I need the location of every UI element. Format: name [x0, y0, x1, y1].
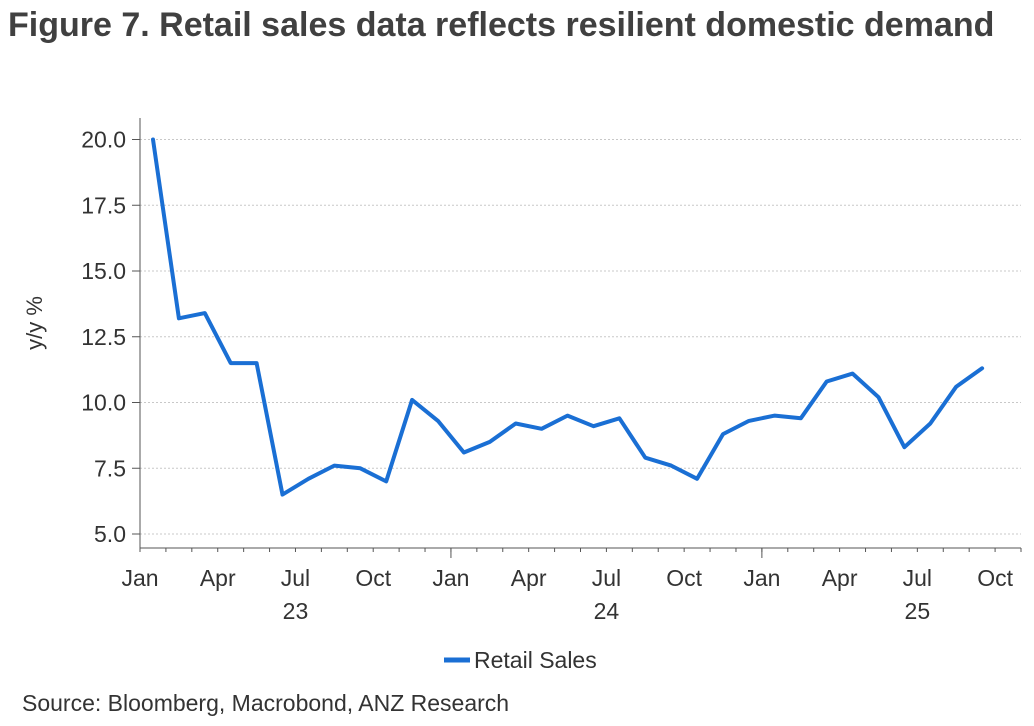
series — [151, 137, 985, 497]
y-tick-label: 12.5 — [81, 324, 126, 350]
y-axis-label: y/y % — [22, 296, 47, 350]
y-tick-label: 10.0 — [81, 390, 126, 416]
chart-title: Figure 7. Retail sales data reflects res… — [8, 6, 995, 44]
x-tick-label: Apr — [200, 565, 236, 591]
x-tick-label: Jul — [903, 565, 932, 591]
x-year-label: 23 — [283, 598, 309, 624]
y-tick-label: 20.0 — [81, 127, 126, 153]
x-tick-label: Oct — [977, 565, 1013, 591]
legend: Retail Sales — [444, 647, 597, 673]
y-tick-label: 7.5 — [94, 455, 126, 481]
x-tick-label: Jan — [121, 565, 158, 591]
x-tick-label: Jan — [743, 565, 780, 591]
source-note: Source: Bloomberg, Macrobond, ANZ Resear… — [22, 690, 510, 716]
y-tick-label: 15.0 — [81, 258, 126, 284]
legend-label: Retail Sales — [474, 647, 597, 673]
series-line-retail-sales — [151, 137, 985, 497]
x-tick-label: Apr — [511, 565, 547, 591]
x-tick-label: Jul — [592, 565, 621, 591]
x-tick-label: Jul — [281, 565, 310, 591]
x-year-label: 24 — [594, 598, 620, 624]
y-tick-label: 5.0 — [94, 521, 126, 547]
x-tick-label: Oct — [666, 565, 702, 591]
x-year-label: 25 — [905, 598, 931, 624]
grid-lines — [140, 139, 1021, 535]
y-tick-label: 17.5 — [81, 192, 126, 218]
x-tick-label: Oct — [355, 565, 391, 591]
x-tick-label: Jan — [432, 565, 469, 591]
axes: 5.0 7.5 10.0 12.5 15.0 17.5 20.0 Jan Apr Jul 23 Oct… — [22, 118, 1022, 624]
x-tick-label: Apr — [822, 565, 858, 591]
